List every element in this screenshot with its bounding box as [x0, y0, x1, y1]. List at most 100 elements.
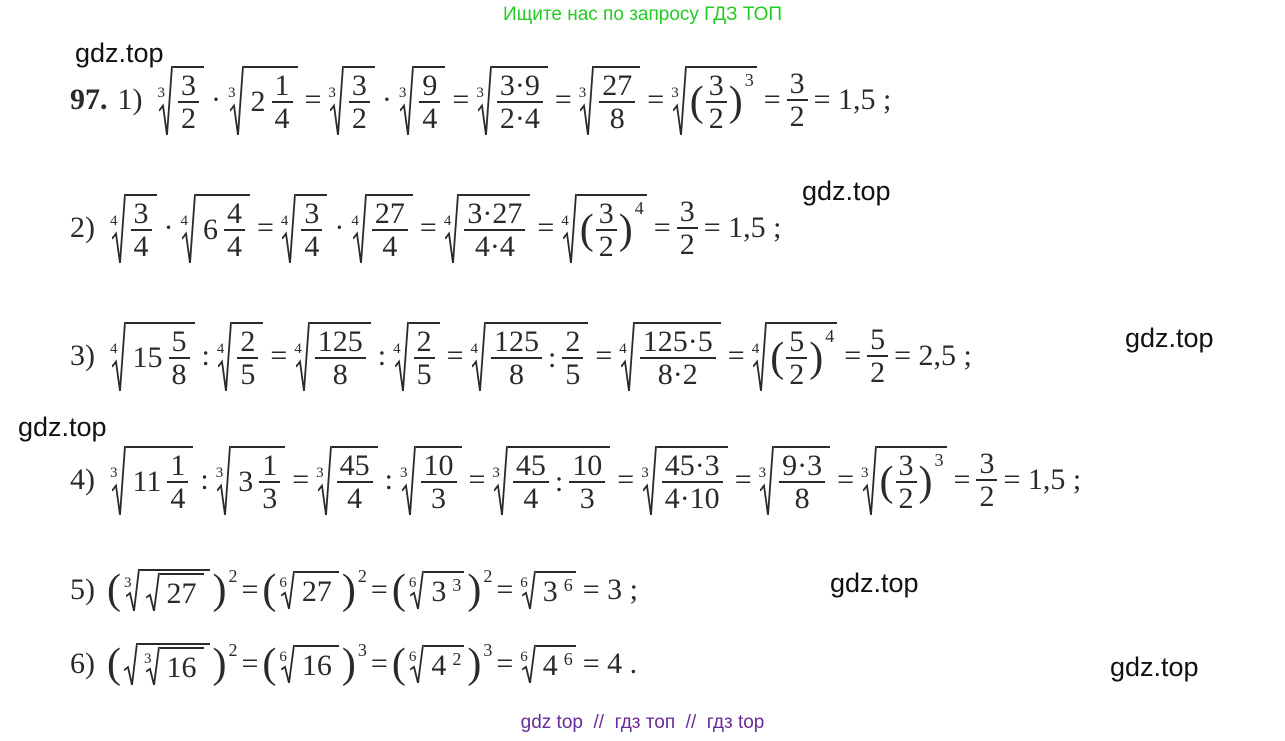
- math-text: = 2,5 ;: [894, 339, 972, 372]
- math-text: =: [270, 339, 288, 372]
- radicand: (3 2) 4: [576, 193, 647, 263]
- numerator: 3: [705, 69, 727, 103]
- radical: 4 125 8: [294, 321, 371, 391]
- numerator: 9: [419, 69, 441, 103]
- radical-index: 4: [470, 340, 479, 357]
- radical-sign: [318, 446, 332, 515]
- math-text: =: [257, 211, 274, 244]
- denominator: 2: [789, 358, 805, 391]
- math-text: :: [548, 341, 557, 374]
- numerator: 5: [786, 325, 808, 359]
- radical: 3 27 8: [578, 65, 641, 135]
- item-label: 5): [70, 573, 95, 606]
- radical: 4 27 4: [351, 193, 413, 263]
- radical-sign: [112, 322, 126, 391]
- power-base: (6 27): [262, 566, 356, 614]
- radicand: 3 16: [138, 643, 210, 685]
- math-text: = 3 ;: [582, 573, 639, 606]
- math-text: =: [496, 647, 514, 680]
- radical-index: 3: [144, 650, 152, 667]
- denominator: 8: [509, 358, 525, 391]
- power-base: (3 16): [107, 640, 227, 688]
- radical-path: [146, 573, 160, 611]
- radicand: 9·3 8: [774, 445, 831, 515]
- radical-sign: [580, 66, 594, 135]
- denominator: 4: [523, 482, 539, 515]
- exponent: 2: [483, 566, 493, 586]
- math-text: :: [384, 463, 393, 496]
- radical-path: [753, 322, 767, 391]
- math-text: =: [537, 211, 555, 244]
- radical-path: [281, 645, 295, 683]
- power-base: (3 2): [690, 69, 743, 135]
- radicand: 16: [159, 647, 204, 685]
- parenthesis: (: [770, 335, 785, 381]
- radical-index: 3: [578, 84, 587, 101]
- parenthesis: (: [262, 567, 277, 613]
- math-text: =: [554, 83, 572, 116]
- math-text: =: [647, 83, 665, 116]
- radical: 4 3·27 4·4: [444, 193, 531, 263]
- radical-sign: [112, 446, 126, 515]
- numerator: 3: [301, 197, 323, 231]
- power-base: (5 2): [770, 325, 823, 391]
- numerator: 27: [371, 197, 408, 231]
- math-text: = 1,5 ;: [813, 83, 892, 116]
- exponent: 2: [228, 566, 238, 586]
- exponent: 6: [563, 575, 573, 595]
- power: (6 16) 3: [262, 640, 367, 688]
- power-base: (6 4 2): [392, 640, 482, 688]
- radical: 6 27: [279, 571, 339, 609]
- power-base: 3: [539, 575, 562, 609]
- radical-index: 6: [408, 648, 417, 665]
- denominator: 4: [347, 482, 363, 515]
- radical-index: 6: [408, 574, 417, 591]
- parenthesis: ): [341, 567, 356, 613]
- radical-index: 4: [619, 340, 627, 357]
- banner: Ищите нас по запросу ГДЗ ТОП: [502, 4, 783, 25]
- radical-sign: [330, 66, 344, 135]
- radical-index: 3: [398, 84, 407, 101]
- fraction: 45·3 4·10: [661, 449, 723, 515]
- denominator: 2: [679, 228, 695, 261]
- fraction: 10 3: [569, 449, 606, 515]
- radical-sign: [410, 571, 424, 609]
- power: (3 2) 3: [880, 449, 944, 515]
- radical-sign: [296, 322, 310, 391]
- numerator: 5: [867, 323, 889, 357]
- fraction: 10 3: [420, 449, 457, 515]
- denominator: 2: [898, 482, 914, 515]
- power: (5 2) 4: [770, 325, 834, 391]
- radical-sign: [282, 194, 296, 263]
- radical-index: 4: [280, 212, 289, 229]
- radical-path: [217, 446, 231, 515]
- radicand: 11 1 4: [125, 445, 194, 515]
- radicand: 16: [294, 645, 339, 683]
- fraction: 3·27 4·4: [464, 197, 526, 263]
- numerator: 1: [167, 449, 189, 483]
- math-text: =: [370, 573, 388, 606]
- radicand: 45 4: [331, 445, 378, 515]
- radical-path: [410, 645, 424, 683]
- math-text: =: [370, 647, 388, 680]
- radical-sign: [217, 446, 231, 515]
- radical-path: [760, 446, 774, 515]
- radicand: (3 2) 3: [686, 65, 757, 135]
